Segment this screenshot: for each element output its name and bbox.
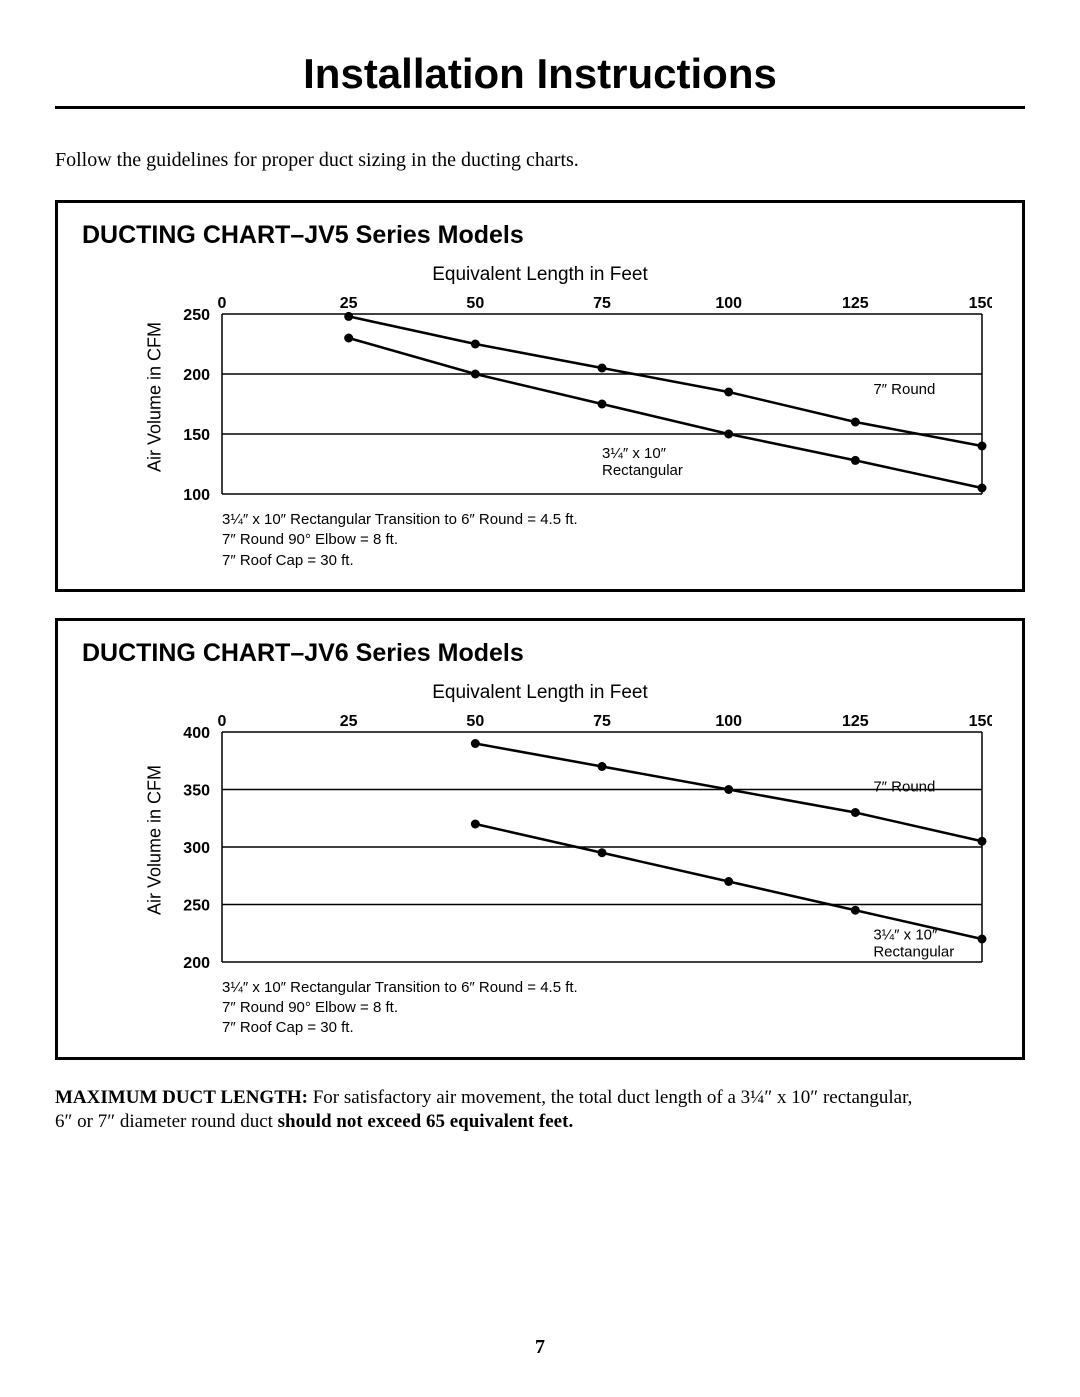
footer-bold-lead: MAXIMUM DUCT LENGTH: — [55, 1087, 308, 1108]
x-tick-label: 50 — [466, 295, 484, 312]
x-axis-title: Equivalent Length in Feet — [82, 682, 998, 704]
y-axis-title: Air Volume in CFM — [145, 322, 166, 472]
chart-note-line: 7″ Roof Cap = 30 ft. — [222, 551, 998, 571]
series-marker — [724, 785, 733, 794]
page-title: Installation Instructions — [55, 50, 1025, 98]
footer-bold-tail: should not exceed 65 equivalent feet. — [278, 1111, 574, 1132]
intro-text: Follow the guidelines for proper duct si… — [55, 149, 1025, 172]
chart-note-line: 3¼″ x 10″ Rectangular Transition to 6″ R… — [222, 510, 998, 530]
y-tick-label: 250 — [183, 307, 210, 324]
chart-title: DUCTING CHART–JV6 Series Models — [82, 639, 998, 668]
chart-note-line: 3¼″ x 10″ Rectangular Transition to 6″ R… — [222, 978, 998, 998]
series-marker — [978, 484, 987, 493]
series-marker — [598, 848, 607, 857]
series-marker — [598, 400, 607, 409]
series-label: 7″ Round — [873, 778, 935, 795]
x-axis-title: Equivalent Length in Feet — [82, 264, 998, 286]
y-axis-title: Air Volume in CFM — [145, 765, 166, 915]
x-tick-label: 100 — [715, 713, 742, 730]
chart-svg: 200 250 300 350 400 0 25 50 75 100 125 150 7″ Round 3… — [82, 708, 992, 972]
series-marker — [724, 388, 733, 397]
series-marker — [344, 312, 353, 321]
max-duct-length-note: MAXIMUM DUCT LENGTH: For satisfactory ai… — [55, 1086, 1025, 1135]
chart-notes: 3¼″ x 10″ Rectangular Transition to 6″ R… — [222, 510, 998, 571]
x-tick-label: 0 — [218, 295, 227, 312]
x-tick-label: 25 — [340, 295, 358, 312]
series-marker — [851, 808, 860, 817]
footer-body2: 6″ or 7″ diameter round duct — [55, 1111, 278, 1132]
x-tick-label: 125 — [842, 713, 869, 730]
x-tick-label: 150 — [969, 713, 992, 730]
x-tick-label: 75 — [593, 295, 611, 312]
series-label: 7″ Round — [873, 381, 935, 398]
chart-notes: 3¼″ x 10″ Rectangular Transition to 6″ R… — [222, 978, 998, 1039]
series-marker — [471, 340, 480, 349]
series-label: Rectangular — [602, 462, 683, 479]
chart-box-jv6: DUCTING CHART–JV6 Series Models Equivalen… — [55, 618, 1025, 1060]
footer-body1: For satisfactory air movement, the total… — [308, 1087, 912, 1108]
x-tick-label: 100 — [715, 295, 742, 312]
series-marker — [978, 934, 987, 943]
y-tick-label: 350 — [183, 782, 210, 799]
series-marker — [471, 370, 480, 379]
series-marker — [344, 334, 353, 343]
series-marker — [598, 364, 607, 373]
y-tick-label: 100 — [183, 487, 210, 504]
chart-note-line: 7″ Round 90° Elbow = 8 ft. — [222, 998, 998, 1018]
x-tick-label: 150 — [969, 295, 992, 312]
chart-note-line: 7″ Round 90° Elbow = 8 ft. — [222, 530, 998, 550]
title-rule — [55, 106, 1025, 109]
chart-svg: 100 150 200 250 0 25 50 75 100 125 150 7″ Round 3¼″ … — [82, 290, 992, 504]
series-marker — [978, 442, 987, 451]
y-tick-label: 300 — [183, 840, 210, 857]
series-marker — [851, 456, 860, 465]
x-tick-label: 25 — [340, 713, 358, 730]
x-tick-label: 0 — [218, 713, 227, 730]
series-marker — [978, 837, 987, 846]
chart-box-jv5: DUCTING CHART–JV5 Series Models Equivalen… — [55, 200, 1025, 592]
chart-wrap: Air Volume in CFM10015020025002550751001… — [82, 290, 998, 504]
series-marker — [724, 430, 733, 439]
y-tick-label: 200 — [183, 367, 210, 384]
chart-title: DUCTING CHART–JV5 Series Models — [82, 221, 998, 250]
series-marker — [724, 877, 733, 886]
series-marker — [851, 906, 860, 915]
y-tick-label: 150 — [183, 427, 210, 444]
series-label: Rectangular — [873, 943, 954, 960]
chart-wrap: Air Volume in CFM 200 250 300 350 400 0 25 50 75 1… — [82, 708, 998, 972]
chart-note-line: 7″ Roof Cap = 30 ft. — [222, 1018, 998, 1038]
y-tick-label: 400 — [183, 725, 210, 742]
series-marker — [471, 819, 480, 828]
series-label: 3¼″ x 10″ — [873, 926, 938, 943]
series-marker — [851, 418, 860, 427]
x-tick-label: 75 — [593, 713, 611, 730]
y-tick-label: 250 — [183, 897, 210, 914]
y-tick-label: 200 — [183, 955, 210, 972]
x-tick-label: 50 — [466, 713, 484, 730]
series-marker — [598, 762, 607, 771]
series-marker — [471, 739, 480, 748]
x-tick-label: 125 — [842, 295, 869, 312]
page-number: 7 — [0, 1336, 1080, 1359]
series-label: 3¼″ x 10″ — [602, 445, 667, 462]
